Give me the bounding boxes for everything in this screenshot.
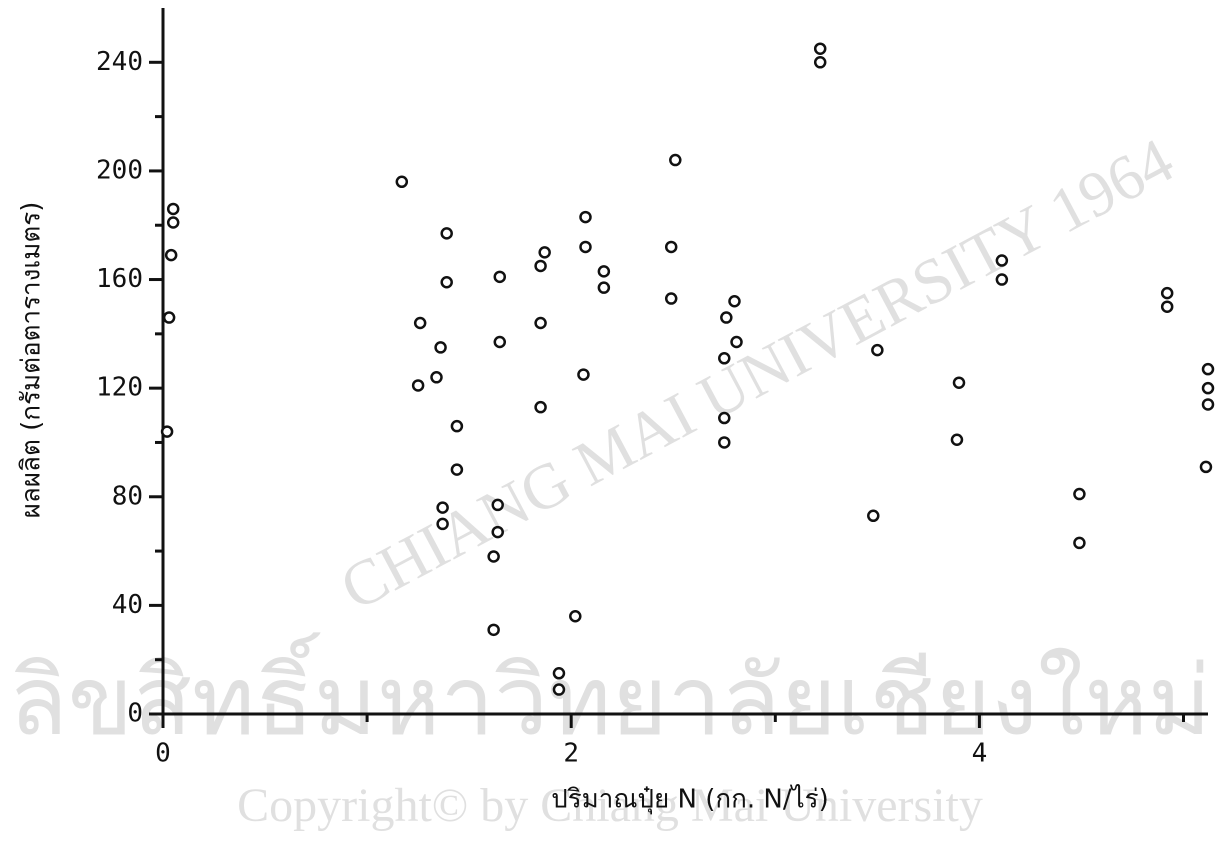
data-point xyxy=(442,228,452,238)
data-point xyxy=(954,378,964,388)
data-point xyxy=(868,511,878,521)
data-point xyxy=(540,247,550,257)
data-point xyxy=(815,57,825,67)
data-point xyxy=(536,261,546,271)
data-point xyxy=(1162,302,1172,312)
y-axis-label: ผลผลิต (กรัมต่อตารางเมตร) xyxy=(17,202,47,519)
y-tick-label: 200 xyxy=(96,155,143,185)
data-point xyxy=(168,204,178,214)
data-point xyxy=(452,465,462,475)
x-tick-label: 4 xyxy=(972,739,988,769)
y-tick-label: 120 xyxy=(96,373,143,403)
data-point xyxy=(166,250,176,260)
data-point xyxy=(580,242,590,252)
data-point xyxy=(1203,364,1213,374)
data-point xyxy=(536,318,546,328)
data-point xyxy=(489,625,499,635)
data-point xyxy=(580,212,590,222)
data-point xyxy=(1162,288,1172,298)
chart: CHIANG MAI UNIVERSITY 1964 ลิขสิทธิ์มหาว… xyxy=(0,0,1221,843)
data-point xyxy=(670,155,680,165)
data-point xyxy=(1074,538,1084,548)
y-tick-label: 160 xyxy=(96,264,143,294)
watermark: CHIANG MAI UNIVERSITY 1964 xyxy=(329,124,1184,624)
data-point xyxy=(536,402,546,412)
watermark: ลิขสิทธิ์มหาวิทยาลัยเชียงใหม่ xyxy=(9,632,1211,755)
data-point xyxy=(413,380,423,390)
data-point xyxy=(495,337,505,347)
data-point xyxy=(442,277,452,287)
data-point xyxy=(554,685,564,695)
data-point xyxy=(599,266,609,276)
data-point xyxy=(436,342,446,352)
y-tick-label: 0 xyxy=(127,699,143,729)
data-point xyxy=(438,519,448,529)
data-point xyxy=(1201,462,1211,472)
data-point xyxy=(495,272,505,282)
data-point xyxy=(489,552,499,562)
data-point xyxy=(1203,399,1213,409)
data-point xyxy=(493,527,503,537)
data-point xyxy=(719,437,729,447)
data-point xyxy=(162,427,172,437)
y-tick-label: 40 xyxy=(112,590,143,620)
data-point xyxy=(719,413,729,423)
data-point xyxy=(599,283,609,293)
x-axis-label: ปริมาณปุ๋ย N (กก. N/ไร่) xyxy=(551,784,829,815)
data-point xyxy=(666,242,676,252)
data-point xyxy=(415,318,425,328)
data-point xyxy=(397,177,407,187)
data-point xyxy=(1074,489,1084,499)
data-point xyxy=(729,296,739,306)
data-point xyxy=(431,372,441,382)
data-point xyxy=(952,435,962,445)
data-point xyxy=(721,313,731,323)
data-point xyxy=(1203,383,1213,393)
data-point xyxy=(872,345,882,355)
data-point xyxy=(554,668,564,678)
data-point xyxy=(666,294,676,304)
data-point xyxy=(578,370,588,380)
data-point xyxy=(438,503,448,513)
y-tick-label: 240 xyxy=(96,47,143,77)
x-tick-label: 2 xyxy=(563,739,579,769)
x-tick-label: 0 xyxy=(155,739,171,769)
data-point xyxy=(732,337,742,347)
data-point xyxy=(493,500,503,510)
data-point xyxy=(570,611,580,621)
data-point xyxy=(815,44,825,54)
data-point xyxy=(452,421,462,431)
data-point xyxy=(997,275,1007,285)
y-tick-label: 80 xyxy=(112,481,143,511)
data-point xyxy=(719,353,729,363)
data-point xyxy=(997,256,1007,266)
data-point xyxy=(168,218,178,228)
data-point xyxy=(164,313,174,323)
